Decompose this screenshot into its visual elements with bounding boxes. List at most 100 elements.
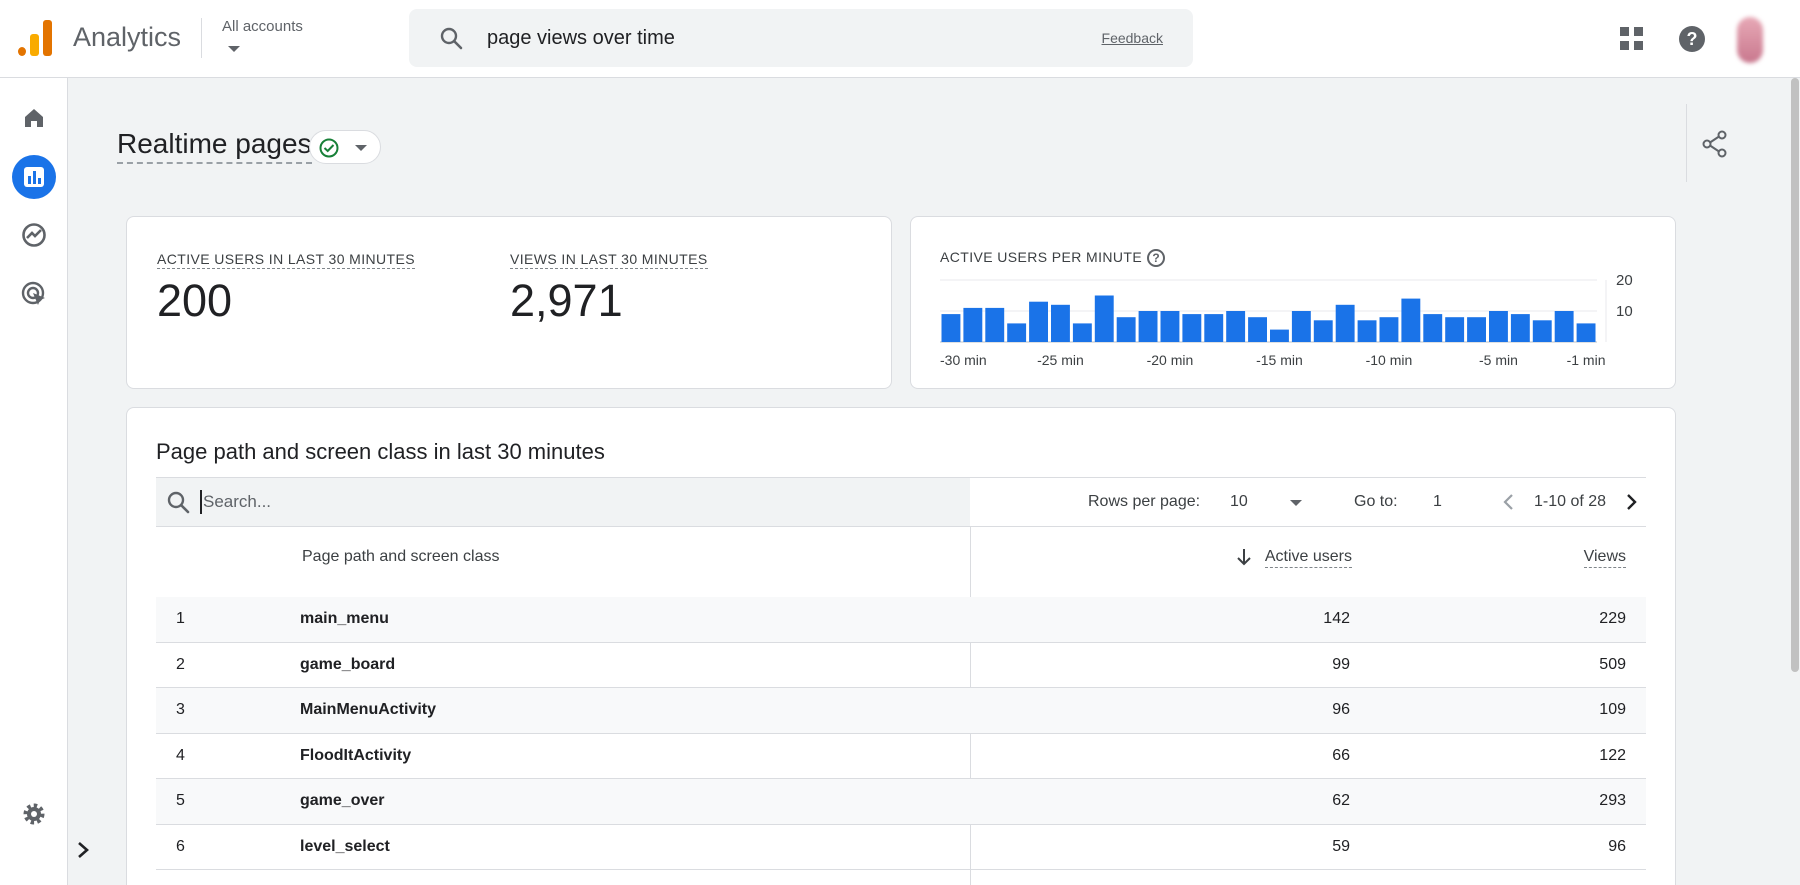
table-row[interactable]: 4 FloodItActivity 66 122 <box>156 734 1646 779</box>
chart-bar[interactable] <box>1072 323 1092 342</box>
column-header-path[interactable]: Page path and screen class <box>302 548 500 565</box>
views-value: 2,971 <box>510 275 623 326</box>
chart-bar[interactable] <box>1357 320 1377 342</box>
page-path-cell[interactable]: level_select <box>300 837 390 855</box>
explore-icon <box>22 223 46 247</box>
nav-reports[interactable] <box>12 155 56 199</box>
table-row[interactable]: 6 level_select 59 96 <box>156 825 1646 870</box>
app-title: Analytics <box>73 22 182 52</box>
chevron-left-icon <box>1503 494 1513 510</box>
chart-bar[interactable] <box>1029 301 1048 342</box>
chart-bar[interactable] <box>1007 323 1027 342</box>
chart-bar[interactable] <box>1379 317 1399 342</box>
chart-bar[interactable] <box>1248 317 1267 342</box>
table-row[interactable]: 5 game_over 62 293 <box>156 779 1646 825</box>
rows-per-page-dropdown-icon[interactable] <box>1290 500 1302 506</box>
chart-bar[interactable] <box>1182 314 1202 342</box>
chart-bar[interactable] <box>1335 304 1355 342</box>
chart-title: ACTIVE USERS PER MINUTE <box>940 249 1143 265</box>
analytics-logo-icon[interactable] <box>18 20 52 56</box>
gear-icon <box>23 803 45 825</box>
chart-bar[interactable] <box>1116 317 1136 342</box>
apps-grid-icon[interactable] <box>1620 27 1644 51</box>
active-users-label[interactable]: ACTIVE USERS IN LAST 30 MINUTES <box>157 251 415 269</box>
page-path-cell[interactable]: game_board <box>300 655 396 673</box>
column-header-active-users[interactable]: Active users <box>1264 548 1352 568</box>
active-users-cell: 96 <box>1332 701 1350 718</box>
chart-bar[interactable] <box>985 307 1005 342</box>
chart-bar[interactable] <box>1291 311 1311 342</box>
page-path-cell[interactable]: main_menu <box>300 610 389 627</box>
nav-home[interactable] <box>12 96 56 140</box>
page-title[interactable]: Realtime pages <box>117 128 312 164</box>
page-path-cell[interactable]: FloodItActivity <box>300 746 412 764</box>
goto-input[interactable]: 1 <box>1433 493 1442 510</box>
chart-bar[interactable] <box>1313 320 1333 342</box>
sort-descending-icon[interactable] <box>1236 548 1252 566</box>
chart-bar[interactable] <box>1423 314 1443 342</box>
active-users-cell: 142 <box>1323 610 1350 627</box>
page-range: 1-10 of 28 <box>1534 493 1607 510</box>
next-page-button[interactable] <box>1620 490 1644 514</box>
table-row[interactable]: 2 game_board 99 509 <box>156 643 1646 688</box>
nav-admin[interactable] <box>12 792 56 836</box>
table-search-input[interactable] <box>200 490 900 514</box>
advertising-icon <box>21 281 45 305</box>
chart-bar[interactable] <box>1445 317 1465 342</box>
x-tick-label: -30 min <box>940 352 987 368</box>
x-tick-label: -20 min <box>1147 352 1194 368</box>
nav-advertising[interactable] <box>12 272 56 316</box>
active-users-chart-card: ACTIVE USERS PER MINUTE ? 20 10 -30 min -25… <box>910 216 1676 389</box>
chart-bar[interactable] <box>1489 311 1508 342</box>
nav-explore[interactable] <box>12 213 56 257</box>
chart-bar[interactable] <box>1051 304 1070 342</box>
feedback-link[interactable]: Feedback <box>1101 30 1163 46</box>
status-chip[interactable] <box>309 130 381 164</box>
row-index: 4 <box>176 746 185 764</box>
row-index: 5 <box>176 792 185 809</box>
table-search[interactable] <box>156 478 970 526</box>
table-row[interactable]: 1 main_menu 142 229 <box>156 597 1646 643</box>
pages-table-card: Page path and screen class in last 30 mi… <box>126 407 1676 885</box>
help-icon[interactable]: ? <box>1679 26 1705 52</box>
x-tick-label: -15 min <box>1256 352 1303 368</box>
active-users-bar-chart[interactable]: 20 10 -30 min -25 min -20 min -15 min -10 min -… <box>911 217 1677 390</box>
chart-bar[interactable] <box>1094 295 1114 343</box>
chart-bar[interactable] <box>963 307 983 342</box>
chart-bar[interactable] <box>1138 311 1158 342</box>
account-dropdown-icon[interactable] <box>228 46 240 52</box>
row-index: 6 <box>176 837 185 855</box>
account-selector[interactable]: All accounts <box>222 18 303 35</box>
avatar[interactable] <box>1737 17 1763 63</box>
table-toolbar: Rows per page: 10 Go to: 1 1-10 of 28 <box>156 477 1646 527</box>
page-path-cell[interactable]: game_over <box>300 792 385 809</box>
expand-nav-button[interactable] <box>68 830 98 870</box>
share-icon[interactable] <box>1702 130 1728 158</box>
chart-bar[interactable] <box>1401 298 1421 342</box>
table-row[interactable]: 3 MainMenuActivity 96 109 <box>156 688 1646 734</box>
chart-bar[interactable] <box>1554 311 1574 342</box>
scrollbar-thumb[interactable] <box>1791 78 1799 672</box>
prev-page-button[interactable] <box>1496 490 1520 514</box>
chart-bar[interactable] <box>1270 329 1289 342</box>
chart-bar[interactable] <box>941 314 961 342</box>
chart-bar[interactable] <box>1576 323 1596 342</box>
scrollbar[interactable] <box>1790 78 1800 885</box>
chart-bar[interactable] <box>1532 320 1552 342</box>
views-cell: 229 <box>1599 610 1626 627</box>
page-path-cell[interactable]: MainMenuActivity <box>300 701 437 718</box>
views-label[interactable]: VIEWS IN LAST 30 MINUTES <box>510 251 708 269</box>
table-title: Page path and screen class in last 30 mi… <box>156 439 605 464</box>
chart-bar[interactable] <box>1510 314 1530 342</box>
search-query[interactable]: page views over time <box>487 27 675 49</box>
table-body: 1 main_menu 142 229 2 game_board 99 509 3 MainMen… <box>156 597 1646 870</box>
column-header-views[interactable]: Views <box>1583 548 1626 568</box>
active-users-cell: 62 <box>1332 792 1350 809</box>
chart-bar[interactable] <box>1160 311 1180 342</box>
help-circle-icon[interactable]: ? <box>1147 249 1165 267</box>
global-search-bar[interactable]: page views over time Feedback <box>409 9 1193 67</box>
rows-per-page-select[interactable]: 10 <box>1230 493 1248 510</box>
chart-bar[interactable] <box>1226 311 1246 342</box>
chart-bar[interactable] <box>1467 317 1486 342</box>
chart-bar[interactable] <box>1204 314 1224 342</box>
